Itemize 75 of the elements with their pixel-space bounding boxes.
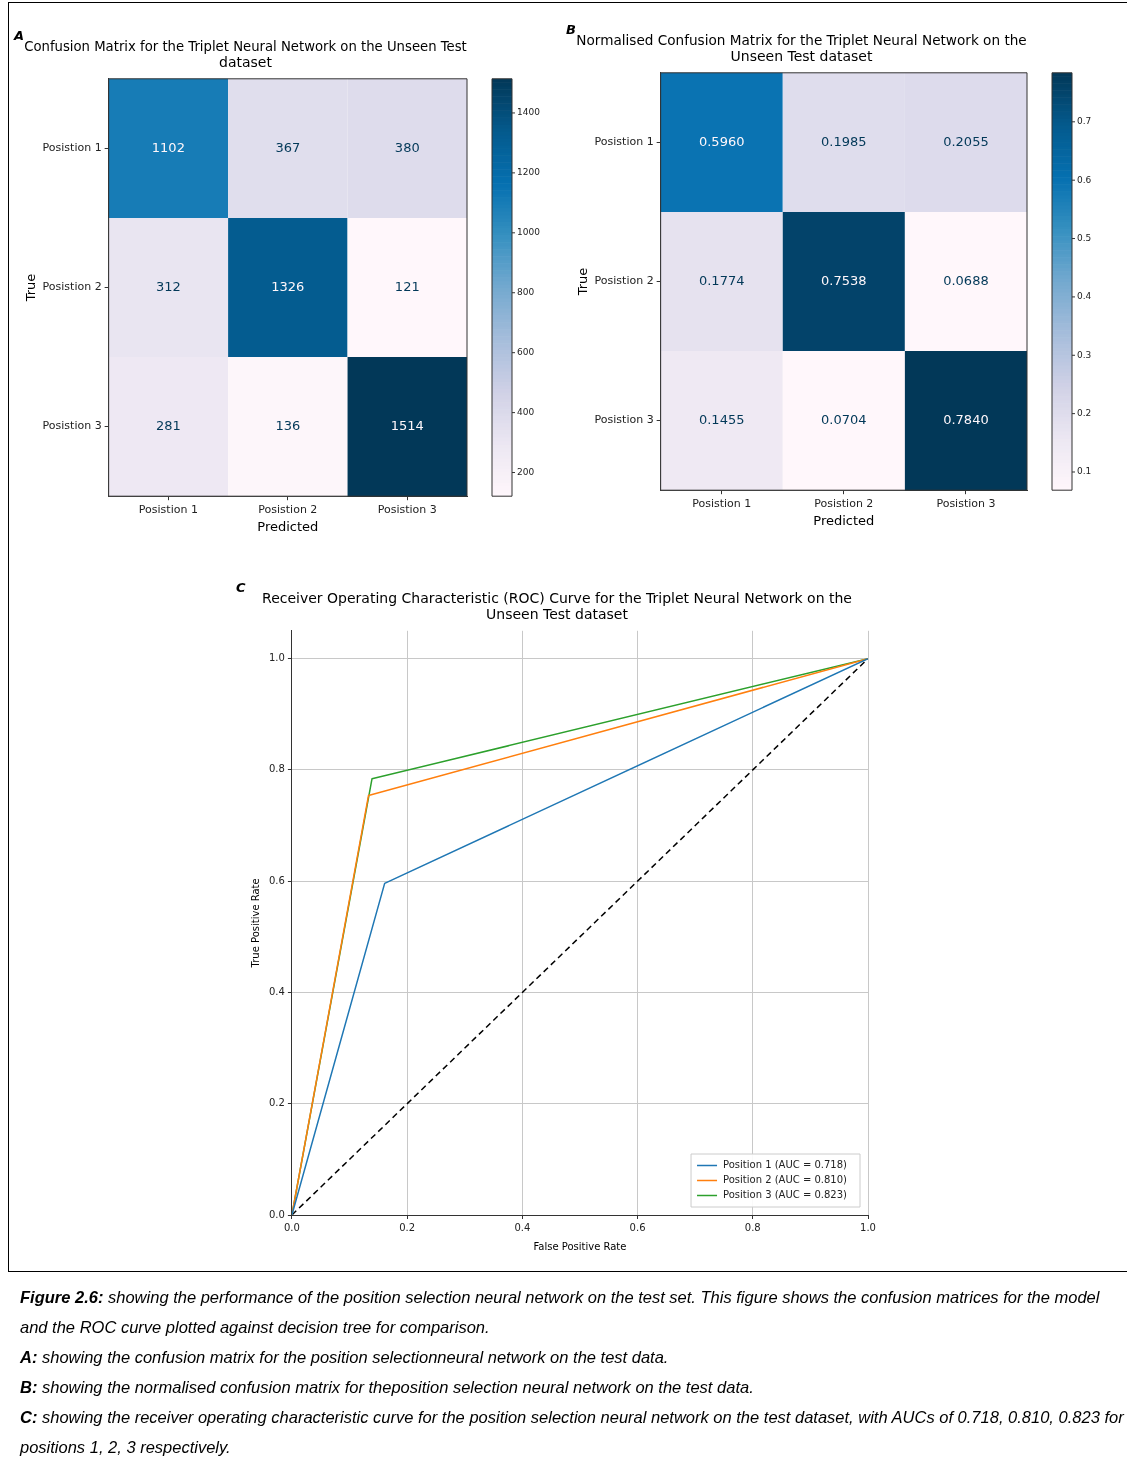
y-tick-label: 0.0 bbox=[269, 1208, 285, 1220]
data-label: 281 bbox=[155, 418, 181, 434]
color-bar-label: 0.1 bbox=[1077, 466, 1092, 477]
data-label: 0.0688 bbox=[943, 272, 989, 288]
data-label: 380 bbox=[394, 139, 420, 155]
y-tick-label: 0.8 bbox=[269, 763, 285, 775]
data-label: 1326 bbox=[271, 278, 305, 294]
data-label: 1514 bbox=[390, 418, 424, 434]
x-tick-label: 0.0 bbox=[283, 1221, 300, 1233]
color-bar-label: 400 bbox=[517, 406, 535, 417]
color-bar-label: 0.5 bbox=[1077, 232, 1092, 243]
chart-title: Confusion Matrix for the Triplet Neural Network on the Unseen Test dataset bbox=[24, 37, 468, 70]
color-bar-label: 1400 bbox=[517, 107, 541, 118]
data-label: 0.5960 bbox=[698, 133, 745, 149]
legend-label: Position 3 (AUC = 0.823) bbox=[723, 1189, 848, 1201]
text: C bbox=[236, 580, 246, 595]
data-label: 0.2055 bbox=[943, 133, 989, 149]
x-tick-label: Posistion 1 bbox=[138, 502, 198, 516]
color-bar-label: 1200 bbox=[517, 167, 541, 178]
data-label: 367 bbox=[275, 139, 301, 155]
x-tick-label: 0.4 bbox=[514, 1221, 531, 1233]
data-label: 0.7538 bbox=[821, 272, 867, 288]
x-tick-label: Posistion 3 bbox=[936, 496, 996, 510]
text: A bbox=[14, 28, 25, 43]
x-tick-label: Posistion 2 bbox=[258, 502, 318, 516]
y-tick-label: Posistion 3 bbox=[42, 419, 102, 433]
text: A: showing the confusion matrix for the position selectionneural network on the test data. bbox=[20, 1347, 670, 1368]
y-tick-label: Posistion 1 bbox=[594, 135, 654, 149]
data-label: 0.1455 bbox=[698, 412, 745, 428]
color-bar-label: 0.3 bbox=[1077, 349, 1092, 360]
y-tick-label: 1.0 bbox=[269, 652, 285, 664]
chart-title: Normalised Confusion Matrix for the Triplet Neural Network on the Unseen Test dataset bbox=[576, 32, 1027, 64]
y-axis-title: True bbox=[575, 267, 591, 297]
x-tick-label: 0.6 bbox=[629, 1221, 646, 1233]
x-tick-label: 1.0 bbox=[860, 1221, 876, 1233]
data-label: 0.0704 bbox=[821, 412, 867, 428]
y-tick-label: Posistion 2 bbox=[42, 280, 102, 294]
x-tick-label: 0.2 bbox=[399, 1221, 416, 1233]
y-axis-title: True bbox=[23, 273, 39, 303]
text: C: showing the receiver operating characteristic curve for the position selection neural network on the test dataset, with AUCs of 0.718, 0.810, 0.823 for positions 1, 2, 3 respectively. bbox=[20, 1407, 1125, 1458]
y-tick-label: 0.6 bbox=[269, 874, 285, 886]
x-tick-label: Posistion 2 bbox=[814, 496, 874, 510]
color-bar-label: 0.6 bbox=[1077, 174, 1092, 185]
data-label: 136 bbox=[275, 418, 301, 434]
y-tick-label: 0.4 bbox=[269, 986, 285, 998]
x-tick-label: Posistion 3 bbox=[377, 502, 437, 516]
y-axis-title: True Positive Rate bbox=[249, 878, 261, 969]
data-label: 0.1774 bbox=[698, 272, 745, 288]
x-axis-title: Predicted bbox=[257, 518, 319, 534]
caption: Figure 2.6: showing the performance of the position selection neural network on the test set. This figure shows the confusion matrices for the model and the ROC curve plotted against decision tree for comparison. bbox=[20, 1287, 1101, 1338]
legend-label: Position 2 (AUC = 0.810) bbox=[723, 1174, 848, 1186]
data-label: 121 bbox=[394, 278, 420, 294]
x-tick-label: Posistion 1 bbox=[692, 496, 752, 510]
color-bar-label: 0.7 bbox=[1077, 116, 1092, 127]
color-bar-label: 800 bbox=[517, 287, 535, 298]
x-tick-label: 0.8 bbox=[744, 1221, 761, 1233]
text: B: showing the normalised confusion matrix for theposition selection neural network on the test data. bbox=[20, 1377, 755, 1398]
color-bar-label: 600 bbox=[517, 347, 535, 358]
y-tick-label: Posistion 1 bbox=[42, 141, 102, 155]
y-tick-label: Posistion 2 bbox=[594, 274, 654, 288]
text: B bbox=[566, 22, 576, 37]
x-axis-title: False Positive Rate bbox=[533, 1240, 627, 1252]
legend-label: Position 1 (AUC = 0.718) bbox=[723, 1159, 848, 1171]
data-label: 312 bbox=[155, 278, 181, 294]
color-bar-label: 0.2 bbox=[1077, 407, 1092, 418]
color-bar-label: 1000 bbox=[517, 227, 541, 238]
y-tick-label: 0.2 bbox=[269, 1097, 285, 1109]
y-tick-label: Posistion 3 bbox=[594, 413, 654, 427]
data-label: 1102 bbox=[151, 139, 185, 155]
x-axis-title: Predicted bbox=[813, 512, 875, 528]
data-label: 0.7840 bbox=[943, 412, 989, 428]
color-bar-label: 0.4 bbox=[1077, 291, 1092, 302]
color-bar-label: 200 bbox=[517, 466, 535, 477]
chart-title: Receiver Operating Characteristic (ROC) Curve for the Triplet Neural Network on the Unseen Test dataset bbox=[262, 590, 852, 622]
data-label: 0.1985 bbox=[821, 133, 867, 149]
